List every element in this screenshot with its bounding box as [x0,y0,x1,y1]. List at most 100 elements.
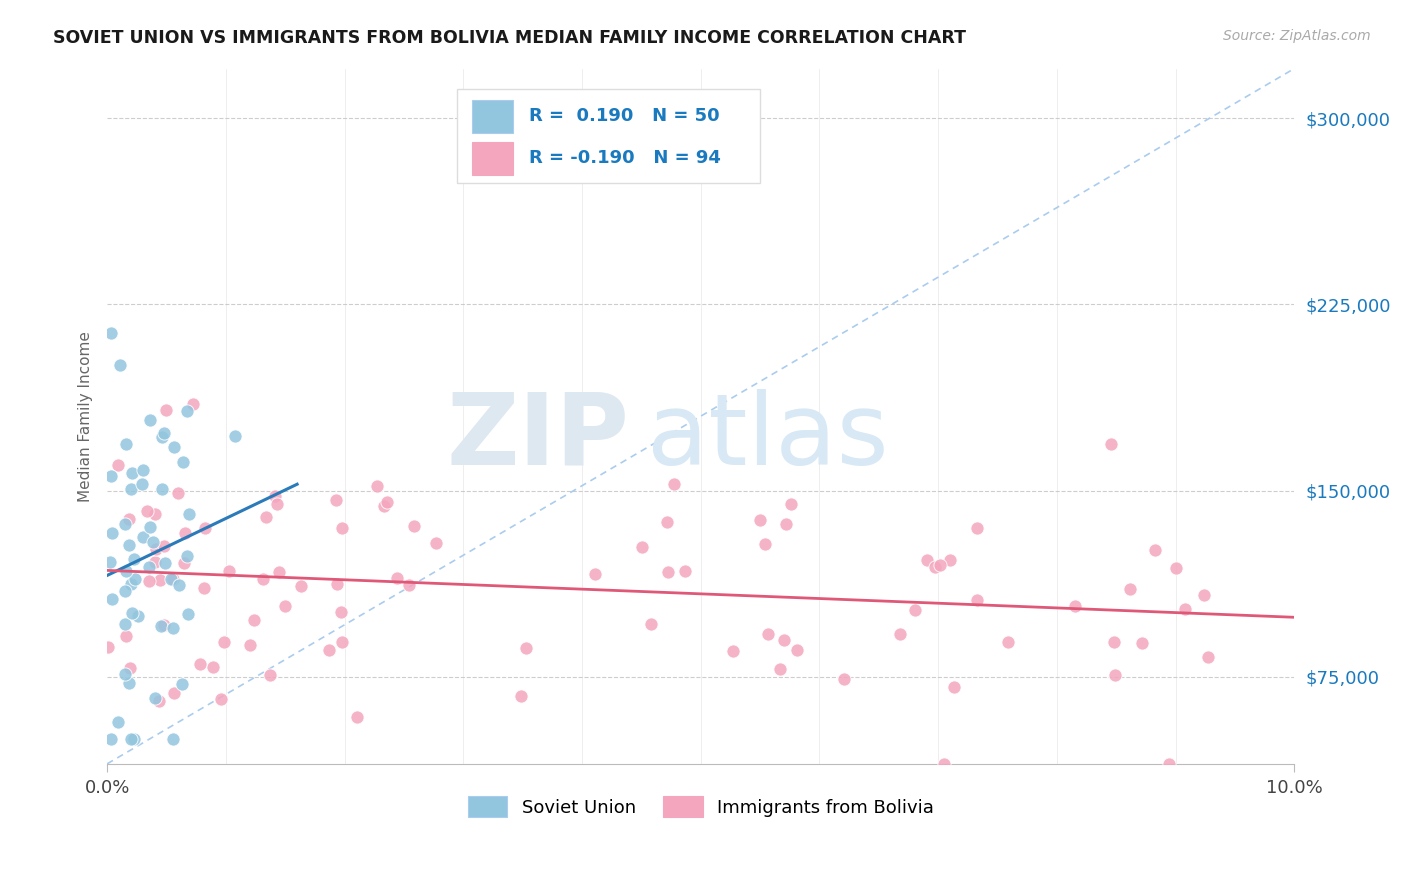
Point [583,566,606,581]
Point [162,731,184,746]
Point [218,564,240,578]
FancyBboxPatch shape [471,142,513,175]
Point [118,512,141,526]
Point [177,607,200,621]
Point [1144,543,1167,558]
Point [153,539,176,553]
Point [209,691,232,706]
Point [254,510,277,524]
Point [966,521,988,535]
Point [673,564,696,578]
Point [120,482,142,496]
Y-axis label: Median Family Income: Median Family Income [79,331,93,501]
Point [100,326,122,340]
Point [114,667,136,681]
Point [143,555,166,569]
Point [330,520,353,534]
Point [1173,602,1195,616]
Point [155,403,177,417]
Point [150,619,173,633]
Point [152,425,174,440]
Point [136,504,159,518]
Point [889,626,911,640]
Point [97,640,120,654]
Point [769,662,792,676]
Point [118,676,141,690]
Point [138,574,160,588]
Point [657,565,679,579]
Point [163,686,186,700]
Point [1132,636,1154,650]
Legend: Soviet Union, Immigrants from Bolivia: Soviet Union, Immigrants from Bolivia [460,789,941,824]
Point [1099,436,1122,450]
Point [640,617,662,632]
Point [167,486,190,500]
Point [145,541,167,556]
Point [143,507,166,521]
Point [212,635,235,649]
Point [779,497,801,511]
Point [259,668,281,682]
Point [120,577,142,591]
Point [174,526,197,541]
Text: atlas: atlas [647,389,889,485]
Point [832,672,855,686]
Point [917,553,939,567]
Point [266,498,288,512]
Point [162,621,184,635]
Point [148,694,170,708]
Point [153,556,176,570]
Point [375,495,398,509]
Text: R = -0.190   N = 94: R = -0.190 N = 94 [529,149,720,167]
Point [183,397,205,411]
Point [224,428,246,442]
Point [773,633,796,648]
Point [385,571,408,585]
Point [932,756,955,771]
Point [997,635,1019,649]
Point [138,560,160,574]
Text: R =  0.190   N = 50: R = 0.190 N = 50 [529,108,720,126]
Point [143,691,166,706]
Point [149,573,172,587]
Point [330,605,353,619]
Point [121,466,143,480]
FancyBboxPatch shape [471,100,513,133]
Point [239,638,262,652]
Point [100,468,122,483]
Point [943,680,966,694]
FancyBboxPatch shape [457,89,761,183]
Point [631,541,654,555]
Point [748,513,770,527]
Point [176,403,198,417]
Point [132,530,155,544]
Point [98,555,121,569]
Point [170,677,193,691]
Point [124,572,146,586]
Point [150,483,173,497]
Point [101,525,124,540]
Point [402,519,425,533]
Point [139,413,162,427]
Point [131,477,153,491]
Point [1104,668,1126,682]
Point [267,565,290,579]
Point [928,558,950,572]
Point [118,538,141,552]
Point [100,731,122,746]
Point [1157,756,1180,771]
Point [373,499,395,513]
Point [107,714,129,729]
Point [107,458,129,472]
Point [1104,635,1126,649]
Point [122,731,145,746]
Point [160,572,183,586]
Point [325,576,347,591]
Point [108,359,131,373]
Point [114,616,136,631]
Point [510,690,533,704]
Point [904,603,927,617]
Point [162,440,184,454]
Point [120,731,142,746]
Point [924,559,946,574]
